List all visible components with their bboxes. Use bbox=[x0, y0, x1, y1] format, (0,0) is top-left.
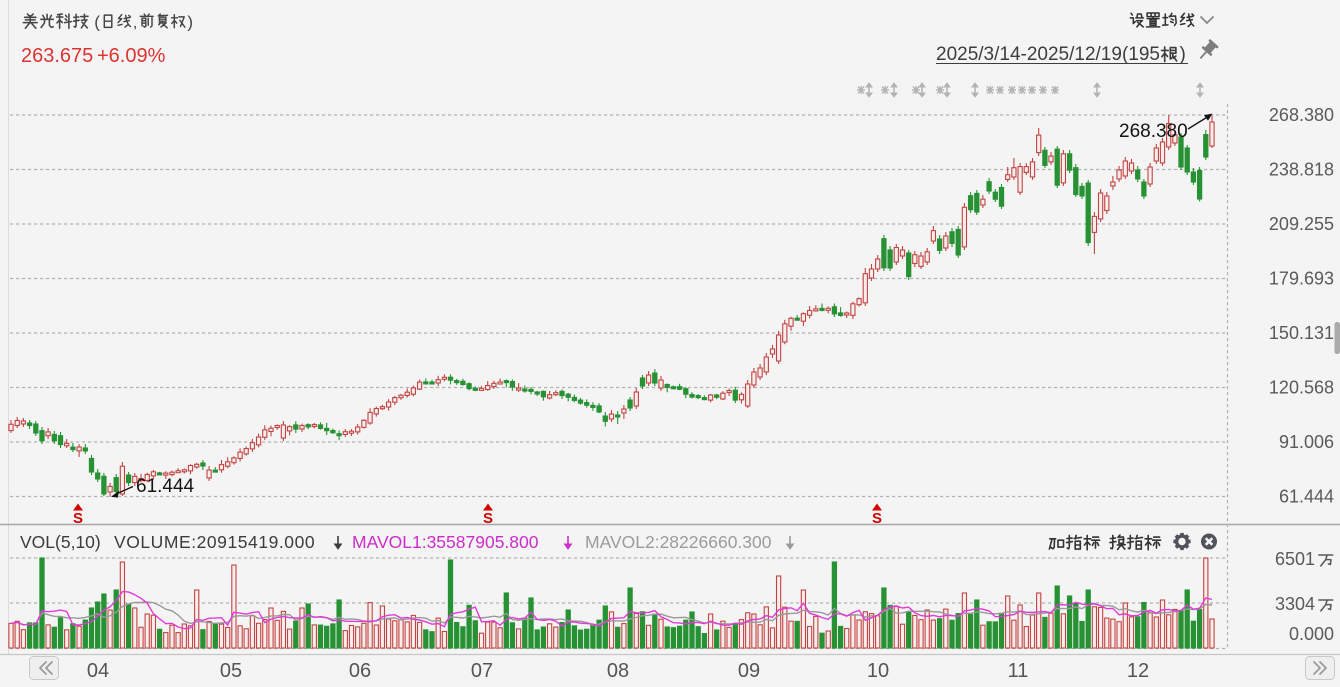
svg-text:0.000: 0.000 bbox=[1289, 624, 1334, 644]
svg-text:2025/3/14-2025/12/19(195: 2025/3/14-2025/12/19(195 bbox=[936, 44, 1160, 65]
svg-text:263.675: 263.675 bbox=[21, 45, 93, 67]
svg-text:06: 06 bbox=[349, 660, 371, 682]
svg-text:10: 10 bbox=[867, 660, 889, 682]
svg-text:268.380: 268.380 bbox=[1119, 121, 1188, 142]
svg-text:12: 12 bbox=[1127, 660, 1149, 682]
svg-text:MAVOL2:28226660.300: MAVOL2:28226660.300 bbox=[585, 532, 772, 552]
svg-text:(: ( bbox=[94, 13, 100, 32]
svg-text:11: 11 bbox=[1008, 660, 1029, 682]
svg-text:61.444: 61.444 bbox=[1279, 487, 1334, 507]
svg-text:09: 09 bbox=[738, 660, 760, 682]
svg-text:268.380: 268.380 bbox=[1269, 105, 1334, 125]
svg-text:6501: 6501 bbox=[1275, 549, 1315, 569]
svg-text:S: S bbox=[73, 510, 83, 527]
svg-text:150.131: 150.131 bbox=[1269, 323, 1334, 343]
svg-text:): ) bbox=[187, 13, 193, 32]
svg-text:04: 04 bbox=[87, 660, 109, 682]
svg-text:MAVOL1:35587905.800: MAVOL1:35587905.800 bbox=[352, 532, 539, 552]
svg-text:): ) bbox=[1180, 44, 1186, 65]
svg-text:+6.09%: +6.09% bbox=[97, 45, 166, 67]
svg-text:209.255: 209.255 bbox=[1269, 214, 1334, 234]
svg-text:238.818: 238.818 bbox=[1269, 160, 1334, 180]
svg-text:VOL(5,10): VOL(5,10) bbox=[20, 532, 101, 552]
svg-text:3304: 3304 bbox=[1275, 594, 1315, 614]
svg-text:07: 07 bbox=[471, 660, 493, 682]
svg-text:61.444: 61.444 bbox=[136, 476, 195, 497]
svg-text:,: , bbox=[133, 15, 137, 32]
svg-text:VOLUME:20915419.000: VOLUME:20915419.000 bbox=[114, 532, 315, 552]
svg-text:S: S bbox=[872, 510, 882, 527]
svg-text:08: 08 bbox=[607, 660, 629, 682]
svg-text:120.568: 120.568 bbox=[1269, 378, 1334, 398]
svg-text:91.006: 91.006 bbox=[1279, 432, 1334, 452]
svg-text:179.693: 179.693 bbox=[1269, 269, 1334, 289]
svg-text:05: 05 bbox=[220, 660, 242, 682]
svg-text:S: S bbox=[483, 510, 493, 527]
